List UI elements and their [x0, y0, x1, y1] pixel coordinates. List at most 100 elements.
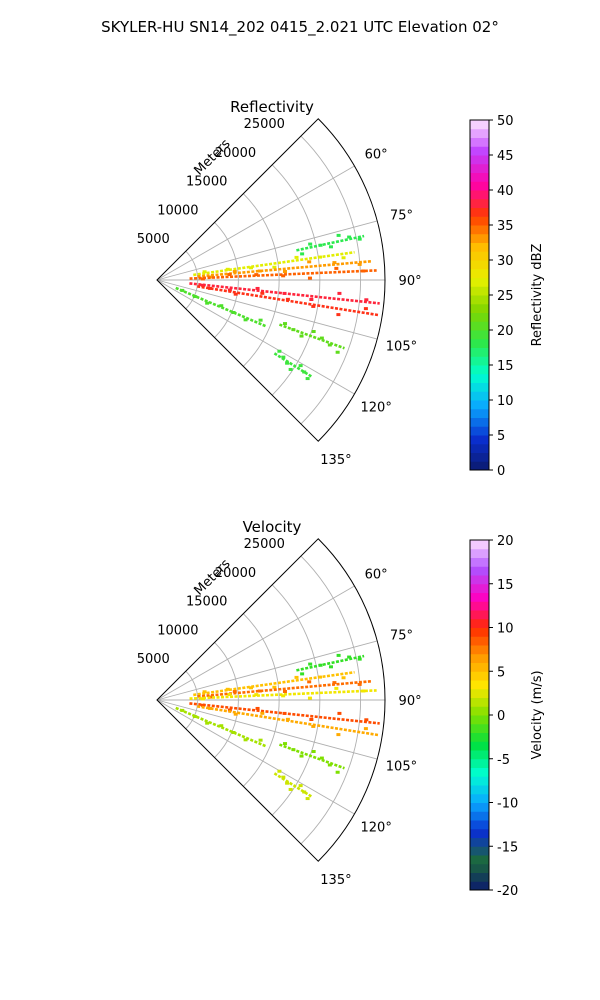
radar-return-6 — [278, 323, 345, 350]
radar-echo — [328, 245, 333, 249]
radar-echo — [254, 273, 259, 277]
colorbar-segment — [470, 356, 489, 366]
radar-echo — [336, 233, 341, 237]
azimuth-tick-label: 75° — [390, 628, 413, 643]
colorbar-segment — [470, 715, 489, 725]
colorbar-segment — [470, 312, 489, 322]
colorbar-segment — [470, 426, 489, 436]
radar-echo — [180, 708, 185, 712]
radar-echo — [308, 242, 313, 246]
radar-echo — [335, 350, 340, 354]
radar-echo — [311, 724, 316, 728]
radar-echo — [288, 367, 293, 371]
radar-echo — [318, 243, 323, 247]
radar-echo — [232, 270, 237, 274]
radar-echo — [205, 721, 210, 725]
colorbar-segment — [470, 680, 489, 690]
radar-echo — [200, 277, 205, 281]
colorbar-segment — [470, 583, 489, 593]
colorbar-segment — [470, 277, 489, 287]
colorbar-segment — [470, 198, 489, 208]
radar-echo — [319, 756, 324, 760]
radar-echo — [219, 304, 224, 308]
radar-echo — [272, 685, 277, 689]
radar-return-7 — [273, 352, 314, 379]
colorbar-segment — [470, 303, 489, 313]
radar-echo — [208, 706, 213, 710]
radar-echo — [282, 711, 287, 715]
radar-echo — [281, 775, 286, 779]
colorbar-segment — [470, 706, 489, 716]
azimuth-tick-label: 120° — [361, 401, 392, 416]
radar-echo — [336, 733, 341, 737]
colorbar-segment — [470, 855, 489, 865]
radar-return-8 — [296, 234, 365, 252]
radar-echo — [357, 237, 362, 241]
radar-echo — [282, 270, 287, 274]
colorbar-tick-label: 20 — [497, 534, 514, 549]
radar-echo — [347, 235, 352, 239]
radar-echo — [288, 787, 293, 791]
radar-echo — [249, 686, 254, 690]
radar-return-1 — [197, 679, 373, 698]
radar-echo — [283, 742, 288, 746]
radar-echo — [336, 653, 341, 657]
colorbar-tick-label: 45 — [497, 149, 514, 164]
radar-echo — [260, 711, 265, 715]
radar-echo — [232, 690, 237, 694]
colorbar-tick-label: 0 — [497, 464, 505, 479]
radar-echo — [341, 676, 346, 680]
radar-echo — [294, 255, 299, 259]
radar-echo — [257, 269, 262, 273]
radar-echo — [225, 687, 230, 691]
radar-echo — [281, 355, 286, 359]
radar-echo — [327, 763, 332, 767]
azimuth-tick-label: 90° — [399, 694, 422, 709]
colorbar-segment — [470, 828, 489, 838]
colorbar-segment — [470, 365, 489, 375]
radar-echo — [281, 274, 286, 278]
radar-echo — [361, 269, 366, 273]
radar-return-6 — [278, 743, 345, 770]
range-tick-label: 25000 — [244, 117, 285, 132]
radar-echo — [363, 727, 368, 731]
colorbar-segment — [470, 321, 489, 331]
colorbar-segment — [470, 242, 489, 252]
range-tick-label: 5000 — [137, 652, 170, 667]
colorbar-segment — [470, 750, 489, 760]
colorbar-segment — [470, 260, 489, 270]
colorbar-segment — [470, 671, 489, 681]
radar-return-1 — [197, 259, 373, 278]
colorbar-segment — [470, 548, 489, 558]
radar-echo — [309, 718, 314, 722]
colorbar-segment — [470, 863, 489, 873]
radar-echo — [328, 665, 333, 669]
radar-echo — [307, 260, 312, 264]
radar-echo — [305, 797, 310, 801]
radar-echo — [311, 304, 316, 308]
radar-echo — [243, 318, 248, 322]
radar-echo — [307, 680, 312, 684]
radar-echo — [233, 712, 238, 716]
polar-panel-reflectivity: Reflectivity 5000 10000 15000 20000 25000 60° 7… — [137, 98, 545, 479]
radar-echo — [336, 313, 341, 317]
radar-echo — [200, 703, 205, 707]
colorbar-tick-label: 0 — [497, 709, 505, 724]
colorbar-segment — [470, 435, 489, 445]
colorbar-segment — [470, 137, 489, 147]
colorbar-segment — [470, 802, 489, 812]
radar-echo — [357, 657, 362, 661]
colorbar-segment — [470, 758, 489, 768]
colorbar-tick-label: 15 — [497, 578, 514, 593]
radar-echo — [298, 364, 303, 368]
radar-return-7 — [273, 772, 314, 799]
radar-echo — [200, 283, 205, 287]
radar-returns — [175, 233, 380, 381]
colorbar-segment — [470, 120, 489, 130]
radar-echo — [341, 256, 346, 260]
radar-echo — [225, 267, 230, 271]
radar-echo — [231, 310, 236, 314]
colorbar-label: Velocity (m/s) — [530, 670, 545, 759]
radar-echo — [332, 681, 337, 685]
